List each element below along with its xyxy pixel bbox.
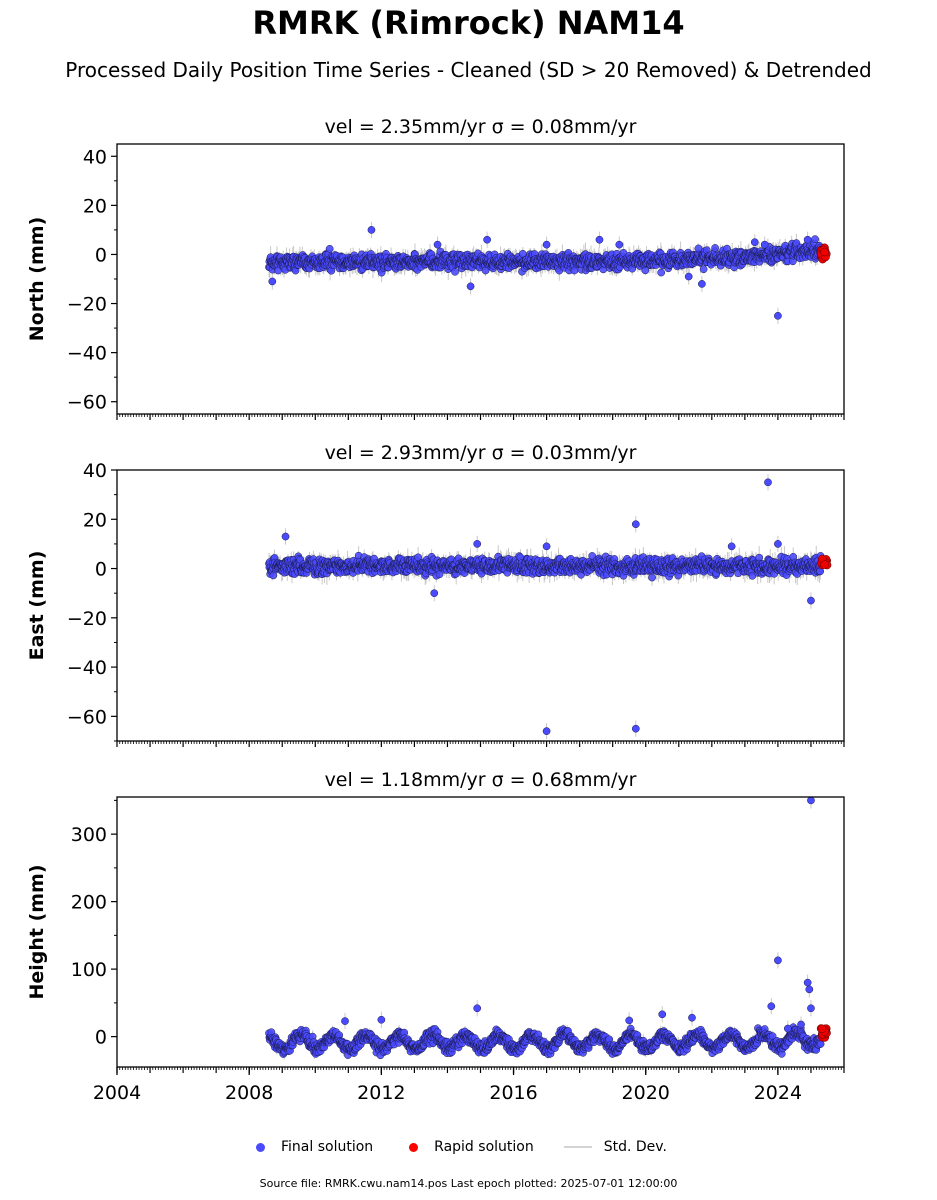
final-point [542, 542, 551, 551]
final-point [595, 235, 604, 244]
final-point [466, 282, 475, 291]
y-tick-label: −60 [67, 392, 107, 414]
final-point [684, 272, 693, 281]
y-tick-label: 0 [95, 559, 107, 581]
y-tick-label: −60 [67, 706, 107, 728]
final-point [764, 478, 772, 487]
final-point [774, 311, 782, 320]
final-point [268, 277, 277, 286]
plot-area [265, 474, 832, 740]
panel-title: vel = 2.35mm/yr σ = 0.08mm/yr [325, 116, 637, 138]
final-point [542, 727, 551, 735]
plot-area [265, 797, 831, 1060]
final-point [473, 540, 482, 548]
rapid-point [820, 560, 829, 569]
panel-2: −60 −40 −20 0 20 40 vel = 2.93mm/yr σ = 0.03mm… [26, 442, 845, 747]
axes-frame [116, 143, 845, 415]
panel-title: vel = 2.93mm/yr σ = 0.03mm/yr [325, 442, 637, 464]
final-point [711, 244, 719, 252]
final-point [615, 240, 624, 249]
y-tick-label: −20 [67, 294, 107, 316]
y-tick-label: 0 [95, 244, 107, 266]
rapid-point [820, 247, 829, 257]
final-point [698, 280, 706, 288]
panel-1: −60 −40 −20 0 20 40 vel = 2.35mm/yr σ = 0.08mm… [26, 116, 845, 420]
axes-frame [116, 469, 845, 742]
chart-title: RMRK (Rimrock) NAM14 [252, 4, 685, 42]
y-tick-label: 40 [83, 460, 107, 482]
final-point [807, 596, 815, 605]
y-tick-label: −20 [67, 608, 107, 630]
plot-area [265, 221, 831, 324]
chart-subtitle: Processed Daily Position Time Series - C… [65, 58, 872, 82]
final-point [433, 240, 442, 249]
final-point [631, 724, 640, 733]
final-point [542, 240, 551, 249]
final-point [430, 589, 439, 598]
final-point [760, 240, 769, 249]
final-point [750, 238, 759, 247]
final-point [811, 235, 819, 243]
y-tick-label: 40 [83, 146, 107, 168]
final-point [483, 235, 491, 244]
final-point [451, 267, 459, 276]
final-point [727, 542, 736, 551]
chart-area: −60 −40 −20 0 20 40 vel = 2.35mm/yr σ = 0.08mm… [26, 116, 845, 1104]
final-point [631, 520, 640, 529]
y-tick-label: −40 [67, 657, 107, 679]
final-point [803, 235, 812, 244]
y-tick-label: 20 [83, 195, 107, 217]
final-point [367, 226, 376, 234]
y-tick-label: −40 [67, 343, 107, 365]
y-axis-label: North (mm) [26, 217, 48, 342]
y-tick-label: 20 [83, 509, 107, 531]
final-point [699, 265, 708, 274]
final-point [281, 532, 290, 541]
y-axis-label: East (mm) [26, 551, 48, 661]
final-point [325, 244, 334, 253]
final-point [657, 268, 666, 277]
final-point [648, 573, 656, 582]
final-point [774, 540, 782, 548]
